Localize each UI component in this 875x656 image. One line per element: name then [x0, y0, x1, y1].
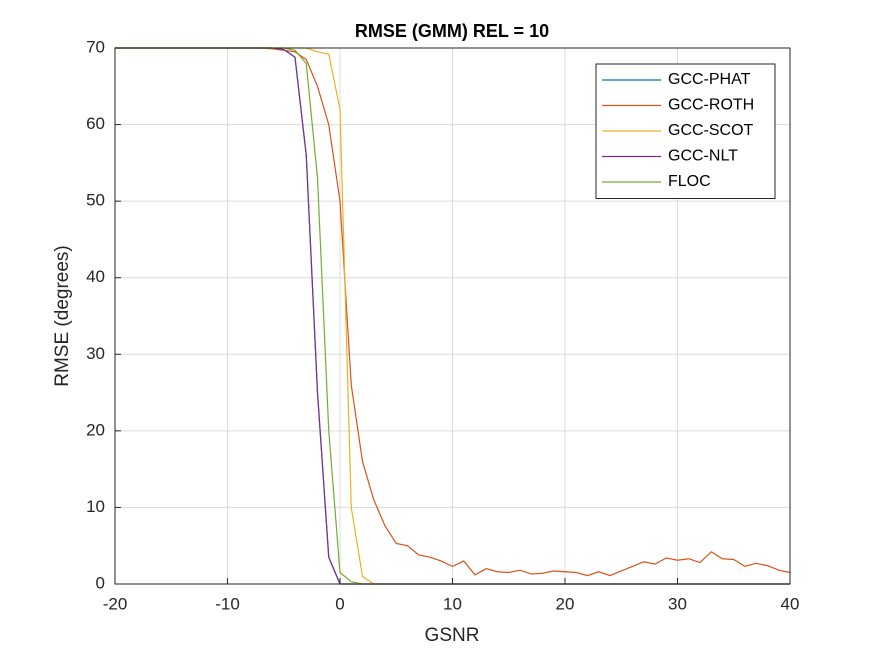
x-axis-label: GSNR	[425, 625, 480, 646]
x-tick-label: 40	[781, 594, 800, 613]
y-axis-label: RMSE (degrees)	[52, 245, 73, 387]
y-tick-label: 40	[86, 267, 105, 286]
x-tick-label: -10	[215, 594, 240, 613]
legend-label: GCC-PHAT	[668, 71, 751, 88]
x-tick-label: 20	[556, 594, 575, 613]
y-tick-label: 50	[86, 191, 105, 210]
legend: GCC-PHAT GCC-ROTH GCC-SCOT GCC-NLT FLOC	[595, 63, 776, 199]
y-tick-label: 0	[96, 573, 105, 592]
legend-label: GCC-NLT	[668, 148, 738, 165]
y-tick-label: 60	[86, 114, 105, 133]
x-tick-label: 30	[668, 594, 687, 613]
y-tick-label: 30	[86, 344, 105, 363]
y-tick-label: 10	[86, 497, 105, 516]
chart-title: RMSE (GMM) REL = 10	[355, 21, 549, 41]
legend-label: GCC-ROTH	[668, 97, 754, 114]
y-tick-label: 70	[86, 37, 105, 56]
y-tick-label: 20	[86, 420, 105, 439]
x-tick-label: 0	[335, 594, 344, 613]
x-tick-label: 10	[443, 594, 462, 613]
x-tick-label: -20	[103, 594, 128, 613]
legend-label: FLOC	[668, 173, 711, 190]
legend-label: GCC-SCOT	[668, 122, 754, 139]
